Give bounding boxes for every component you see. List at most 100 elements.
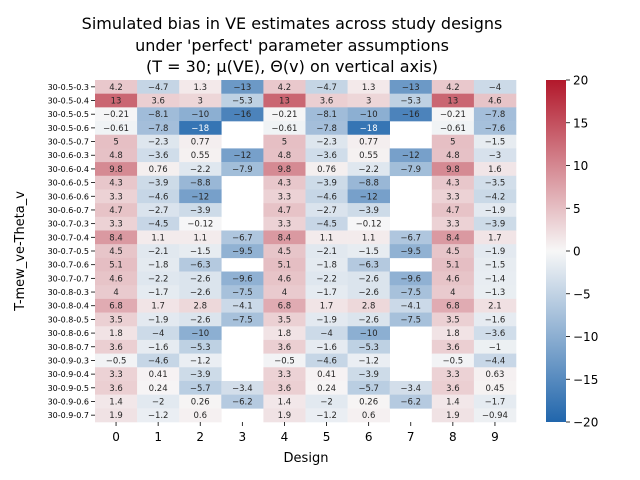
heatmap-cell <box>95 380 138 395</box>
heatmap-cell <box>137 394 180 409</box>
cell-value-label: 4.5 <box>446 247 460 257</box>
cell-value-label: −1.2 <box>190 356 211 366</box>
heatmap-cell <box>263 189 306 204</box>
cell-value-label: −10 <box>191 329 209 339</box>
cell-value-label: −4.6 <box>316 356 337 366</box>
heatmap-cell <box>263 326 306 341</box>
heatmap-cell <box>431 148 475 163</box>
heatmap-cell <box>137 244 180 259</box>
cell-value-label: −2.2 <box>190 165 211 175</box>
heatmap-cell <box>263 394 306 409</box>
cell-value-label: −3.4 <box>232 384 253 394</box>
heatmap-cell <box>431 408 475 423</box>
heatmap-cell <box>221 148 264 163</box>
cell-value-label: −4.5 <box>316 220 337 230</box>
cell-value-label: 3.3 <box>446 192 460 202</box>
heatmap-cell <box>305 312 348 327</box>
cell-value-label: 4.6 <box>446 274 460 284</box>
colorbar-tick-label: 15 <box>573 116 588 130</box>
heatmap-cell <box>347 148 390 163</box>
cell-value-label: −16 <box>402 110 420 120</box>
y-tick-label: 30-0.9-0.3 <box>48 356 89 365</box>
cell-value-label: −1.2 <box>316 411 337 421</box>
x-tick-label: 3 <box>239 430 247 444</box>
cell-value-label: −3.5 <box>485 179 506 189</box>
cell-value-label: −2.2 <box>148 274 169 284</box>
heatmap-cell <box>95 326 138 341</box>
cell-value-label: 8.4 <box>109 233 123 243</box>
heatmap-cell <box>263 285 306 300</box>
heatmap-cell <box>137 134 180 149</box>
cell-value-label: −2.6 <box>358 288 379 298</box>
cell-value-label: 9.8 <box>278 165 292 175</box>
cell-value-label: −2 <box>152 397 165 407</box>
heatmap-cell <box>473 121 517 136</box>
heatmap-cell <box>221 162 264 177</box>
heatmap-cell <box>263 107 306 122</box>
cell-value-label: −7.9 <box>232 165 253 175</box>
cell-value-label: −0.5 <box>106 356 127 366</box>
heatmap-cell <box>305 189 348 204</box>
heatmap-cell <box>473 148 517 163</box>
cell-value-label: 13 <box>447 97 458 107</box>
heatmap-cell <box>431 353 475 368</box>
cell-value-label: −0.5 <box>274 356 295 366</box>
heatmap-cell <box>347 353 390 368</box>
heatmap-cell <box>431 380 475 395</box>
cell-value-label: 0.24 <box>317 384 336 394</box>
cell-value-label: 0.55 <box>359 151 378 161</box>
heatmap-cell <box>263 339 306 354</box>
cell-value-label: 3.6 <box>446 343 460 353</box>
colorbar-tick-label: 5 <box>573 202 581 216</box>
heatmap-cell <box>305 394 348 409</box>
cell-value-label: 3.6 <box>109 384 123 394</box>
heatmap-cell <box>179 312 222 327</box>
heatmap-cell <box>95 257 138 272</box>
cell-value-label: 0.76 <box>149 165 168 175</box>
x-tick-label: 9 <box>491 430 499 444</box>
heatmap-cell <box>305 203 348 218</box>
y-axis: 30-0.5-0.3 30-0.5-0.4 30-0.5-0.5 30-0.5-0.6… <box>48 83 95 420</box>
heatmap-cell <box>179 353 222 368</box>
heatmap-cell <box>95 271 138 286</box>
heatmap-cell <box>431 216 475 231</box>
heatmap-cell <box>179 408 222 423</box>
cell-value-label: 5 <box>450 138 455 148</box>
y-tick-label: 30-0.9-0.7 <box>48 411 89 420</box>
cell-value-label: 4.6 <box>278 274 292 284</box>
y-tick-label: 30-0.7-0.4 <box>48 233 89 242</box>
heatmap-cell <box>137 162 180 177</box>
cell-value-label: −1.5 <box>485 138 506 148</box>
cell-value-label: −4.7 <box>148 83 169 93</box>
x-tick-label: 6 <box>365 430 373 444</box>
heatmap-cell <box>137 271 180 286</box>
heatmap-cell <box>389 271 433 286</box>
colorbar-tick-label: 0 <box>573 245 581 259</box>
heatmap-cell <box>95 367 138 382</box>
heatmap-cell <box>431 298 475 313</box>
heatmap-cell <box>347 408 390 423</box>
x-axis-label: Design <box>284 451 329 466</box>
heatmap-cell <box>179 257 222 272</box>
y-tick-label: 30-0.8-0.4 <box>48 302 89 311</box>
cell-value-label: 1.3 <box>193 83 207 93</box>
cell-value-label: −3.6 <box>485 329 506 339</box>
cell-value-label: −5.7 <box>358 384 379 394</box>
cell-value-label: 4.3 <box>278 179 292 189</box>
cell-value-label: −9.6 <box>400 274 421 284</box>
cell-value-label: 9.8 <box>446 165 460 175</box>
cell-value-label: −0.21 <box>103 110 129 120</box>
cell-value-label: −2.6 <box>358 315 379 325</box>
heatmap-cell <box>263 367 306 382</box>
heatmap-cell <box>389 107 433 122</box>
heatmap-cell <box>137 148 180 163</box>
cell-value-label: 13 <box>111 97 122 107</box>
cell-value-label: 9.8 <box>109 165 123 175</box>
heatmap-cell <box>347 107 390 122</box>
heatmap-cell <box>389 312 433 327</box>
y-tick-label: 30-0.5-0.6 <box>48 124 89 133</box>
cell-value-label: −6.2 <box>232 397 253 407</box>
x-tick-label: 5 <box>323 430 331 444</box>
cell-value-label: 4.5 <box>109 247 123 257</box>
cell-value-label: −7.8 <box>316 124 337 134</box>
